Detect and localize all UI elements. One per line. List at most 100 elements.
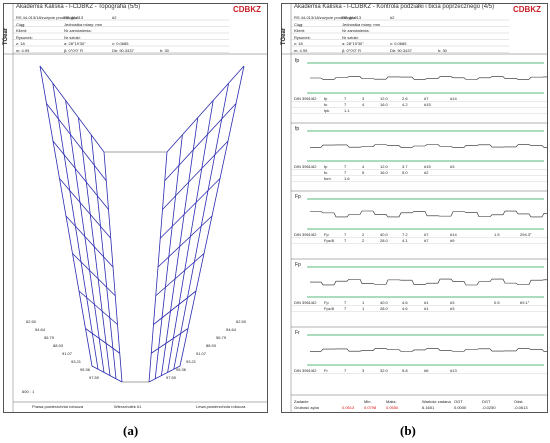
header-field: RS 44-013 [342, 15, 362, 20]
table-cell: 5 [362, 170, 365, 175]
summary-cell: -0.0613 [514, 405, 528, 410]
grid-line [153, 290, 197, 325]
grid-line [85, 328, 120, 354]
header-field: #2 [390, 15, 395, 20]
pitch-plots [282, 4, 547, 412]
table-cell: 0.5 [494, 300, 500, 305]
table-cell: 5.0 [402, 170, 408, 175]
table-cell: 1 [362, 300, 365, 305]
table-cell: 4 [362, 164, 365, 169]
table-cell: 2 [362, 238, 365, 243]
dimension-label: 91.07 [196, 351, 207, 356]
table-cell: fpk [324, 108, 330, 113]
table-cell: 7 [344, 238, 347, 243]
dimension-label: 97.50 [89, 375, 100, 380]
grid-line [159, 178, 221, 239]
table-cell: 69.1° [520, 300, 530, 305]
dimension-label: 56.79 [44, 335, 55, 340]
dimension-label: 95.36 [80, 367, 91, 372]
table-cell: 16.0 [380, 102, 388, 107]
plot-label: Fp [295, 194, 301, 200]
header-field: Ciąg: [294, 21, 304, 27]
table-cell: #2 [424, 170, 429, 175]
trace [310, 348, 547, 352]
summary-cell: Wartość zadana [422, 399, 451, 404]
scale-label: 600 : 1 [22, 389, 35, 394]
brand: TGear [281, 27, 288, 46]
table-cell: #6 [424, 368, 429, 373]
table-cell: Fr [324, 368, 328, 373]
table-cell: Fpz/8 [324, 238, 335, 243]
table-cell: fu [324, 102, 328, 107]
grid-line [166, 65, 245, 153]
header-field: β: 0°0'0" R [64, 47, 83, 53]
summary-cell: Grubość zęba [294, 405, 319, 410]
table-cell: 5.8 [402, 368, 408, 373]
header-field: z: 18 [16, 41, 25, 46]
table-cell: #3 [450, 164, 455, 169]
header-field: Db: 90.3437 [390, 47, 412, 53]
table-cell: DIN 3961/62 [294, 368, 317, 373]
table-cell: 4.6 [402, 306, 408, 311]
grid-line [155, 253, 205, 297]
header-field: Jednostka miary: mm [342, 21, 381, 27]
grid-line [52, 140, 109, 210]
table-cell: DIN 3961/62 [294, 300, 317, 305]
dimension-label: 88.93 [206, 343, 217, 348]
table-cell: 4.1 [402, 238, 408, 243]
header-field: x: 0.0685 [390, 41, 407, 46]
table-cell: 1.1 [344, 108, 350, 113]
table-cell: #3 [450, 306, 455, 311]
table-cell: 7 [344, 170, 347, 175]
table-cell: 7.2 [402, 232, 408, 237]
summary-cell: 6.1651 [422, 405, 435, 410]
plot-label: fp [295, 126, 300, 132]
footer-label: Lewa powierzchnia robocza [196, 404, 246, 409]
header-field: m: 4.99 [16, 47, 30, 53]
table-cell: #7 [424, 238, 429, 243]
footer-label: Wierzchołek #1 [114, 404, 142, 409]
dimension-label: 91.07 [62, 351, 73, 356]
table-cell: 7 [344, 300, 347, 305]
table-cell: 2 [362, 232, 365, 237]
header-field: Rysunek: [16, 34, 33, 40]
table-cell: Fp [324, 300, 329, 305]
table-cell: 1.6 [344, 176, 350, 181]
header-field: α: 28°19'30" [64, 41, 86, 46]
table-cell: #7 [424, 96, 429, 101]
table-cell: 12.0 [380, 96, 388, 101]
dimension-label: 54.64 [35, 327, 46, 332]
table-cell: fum [324, 176, 331, 181]
dimension-label: 88.93 [53, 343, 64, 348]
summary-cell: -0.0250 [482, 405, 496, 410]
dimension-label: 93.21 [71, 359, 82, 364]
grid-line [72, 253, 116, 297]
table-cell: 1.5 [494, 232, 500, 237]
header-field: Nr sztuki: [64, 34, 81, 40]
report-title: Akademia Kaliska - I-CDBKZ - Topografia … [16, 4, 141, 10]
header-field: z: 18 [294, 41, 303, 46]
table-cell: 40.0 [380, 300, 388, 305]
table-cell: #3 [450, 300, 455, 305]
table-cell: #15 [424, 102, 431, 107]
topography-report: TGear Akademia Kaliska - I-CDBKZ - Topogr… [3, 3, 268, 413]
header-field: Klient: [16, 28, 28, 33]
header-field: Rysunek: [294, 34, 311, 40]
grid-line [39, 65, 105, 153]
trace [310, 144, 547, 148]
plot-label: fp [295, 58, 300, 64]
dimension-label: 54.64 [226, 327, 237, 332]
table-cell: 7 [344, 164, 347, 169]
table-cell: #7 [424, 232, 429, 237]
table-cell: 16.0 [380, 170, 388, 175]
dimension-label: 56.79 [216, 335, 227, 340]
logo: CDBKZ [513, 5, 541, 14]
header-field: #2 [112, 15, 117, 20]
header-field: b: 30 [160, 47, 169, 53]
table-cell: 4.2 [402, 102, 408, 107]
grid-line [151, 328, 189, 354]
header-field: Nr zamówienia: [64, 28, 92, 33]
header-field: Ciąg: [16, 21, 26, 27]
footer-label: Prawa powierzchnia robocza [32, 404, 84, 409]
